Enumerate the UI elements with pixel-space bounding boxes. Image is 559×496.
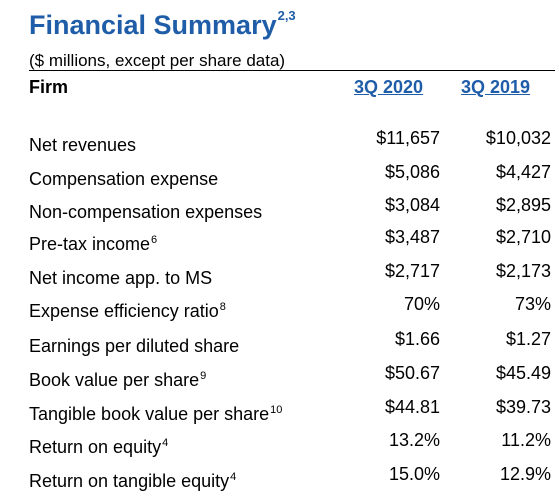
table-row: Net income app. to MS $2,717 $2,173 (29, 261, 551, 289)
table-row: Tangible book value per share10 $44.81 $… (29, 397, 551, 425)
row-label: Non-compensation expenses (29, 202, 263, 222)
title-footnote: 2,3 (277, 8, 296, 23)
table-row: Return on equity4 13.2% 11.2% (29, 430, 551, 458)
value-3q-2020: $5,086 (384, 162, 440, 182)
value-3q-2019: 12.9% (499, 464, 551, 484)
value-3q-2019: $39.73 (495, 397, 551, 417)
table-row: Return on tangible equity4 15.0% 12.9% (29, 464, 551, 492)
value-3q-2020: $3,084 (384, 195, 440, 215)
title-text: Financial Summary (29, 10, 277, 40)
value-3q-2020: $1.66 (394, 329, 440, 349)
value-3q-2019: 11.2% (501, 430, 551, 450)
units-subtitle: ($ millions, except per share data) (29, 51, 286, 70)
row-label: Earnings per diluted share (29, 336, 240, 356)
table-row: Book value per share9 $50.67 $45.49 (29, 363, 551, 391)
value-3q-2019: 73% (514, 294, 551, 314)
value-3q-2019: $2,710 (495, 227, 551, 247)
value-3q-2019: $10,032 (485, 128, 551, 148)
header-divider (29, 70, 555, 71)
row-label: Book value per share9 (29, 370, 207, 390)
row-label: Compensation expense (29, 169, 219, 189)
row-label: Return on equity4 (29, 437, 169, 457)
table-row: Compensation expense $5,086 $4,427 (29, 162, 551, 190)
value-3q-2020: $44.81 (384, 397, 440, 417)
value-3q-2019: $2,895 (495, 195, 551, 215)
value-3q-2019: $4,427 (495, 162, 551, 182)
table-row: Earnings per diluted share $1.66 $1.27 (29, 329, 551, 357)
column-header-3q-2019[interactable]: 3Q 2019 (461, 77, 531, 97)
table-row: Expense efficiency ratio8 70% 73% (29, 294, 551, 322)
row-label: Tangible book value per share10 (29, 404, 283, 424)
value-3q-2020: $3,487 (384, 227, 440, 247)
value-3q-2019: $2,173 (495, 261, 551, 281)
firm-label: Firm (29, 77, 69, 97)
row-label: Return on tangible equity4 (29, 471, 237, 491)
row-label: Expense efficiency ratio8 (29, 301, 226, 321)
value-3q-2020: $11,657 (376, 128, 440, 148)
value-3q-2020: $50.67 (384, 363, 440, 383)
value-3q-2020: 13.2% (388, 430, 440, 450)
table-row: Pre-tax income6 $3,487 $2,710 (29, 227, 551, 255)
table-row: Net revenues $11,657 $10,032 (29, 128, 551, 156)
table-row: Non-compensation expenses $3,084 $2,895 (29, 195, 551, 223)
value-3q-2020: 15.0% (388, 464, 440, 484)
value-3q-2020: 70% (403, 294, 440, 314)
value-3q-2020: $2,717 (384, 261, 440, 281)
value-3q-2019: $1.27 (505, 329, 551, 349)
value-3q-2019: $45.49 (495, 363, 551, 383)
page-title: Financial Summary2,3 (29, 8, 296, 41)
row-label: Net income app. to MS (29, 268, 213, 288)
row-label: Net revenues (29, 135, 137, 155)
row-label: Pre-tax income6 (29, 234, 158, 254)
column-header-3q-2020[interactable]: 3Q 2020 (354, 77, 424, 97)
